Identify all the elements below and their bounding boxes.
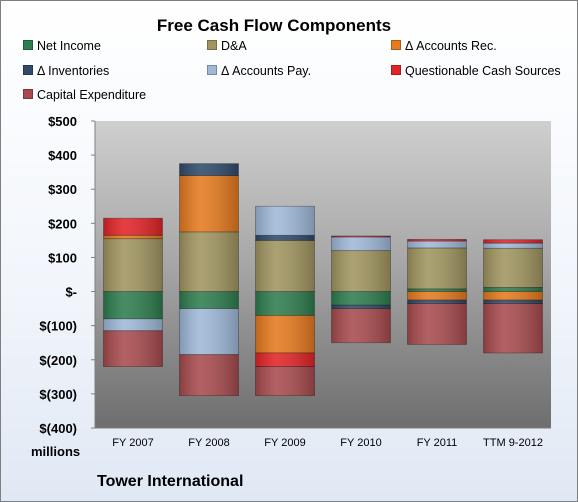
legend-item-inventories: Δ Inventories	[23, 64, 109, 78]
x-axis: FY 2007 FY 2008 FY 2009 FY 2010 FY 2011 TTM 9…	[95, 427, 551, 449]
legend-swatch	[207, 40, 217, 50]
bar-segment	[407, 247, 467, 290]
legend-label: Δ Accounts Pay.	[221, 64, 312, 78]
bar-segment	[103, 330, 163, 367]
bar-segment	[407, 238, 467, 242]
plot-area	[95, 121, 551, 428]
legend-label: Net Income	[37, 39, 101, 53]
legend-item-net-income: Net Income	[23, 39, 101, 53]
bar-segment	[255, 352, 315, 368]
bar-segment	[407, 299, 467, 304]
bar-stacks	[103, 163, 543, 396]
bar-segment	[255, 234, 315, 241]
legend-swatch	[391, 65, 401, 75]
legend-swatch	[207, 65, 217, 75]
bar-segment	[179, 163, 239, 176]
bar-segment	[103, 238, 163, 292]
y-tick-label: $400	[48, 148, 77, 163]
legend-item-accounts-rec: Δ Accounts Rec.	[391, 39, 497, 53]
bar-segment	[483, 303, 543, 354]
bar-segment	[483, 299, 543, 304]
bar-segment	[407, 303, 467, 345]
x-tick-label: FY 2011	[417, 437, 458, 449]
bar-segment	[483, 287, 543, 292]
bar-segment	[407, 288, 467, 292]
legend-swatch	[23, 40, 33, 50]
bar-segment	[179, 231, 239, 292]
legend-swatch	[23, 65, 33, 75]
bar-segment	[407, 291, 467, 301]
legend-label: Δ Inventories	[37, 64, 110, 78]
y-tick-label: $300	[48, 182, 77, 197]
y-tick-label: $100	[48, 250, 77, 265]
company-name: Tower International	[97, 473, 244, 490]
bar-segment	[331, 235, 391, 238]
bar-segment	[331, 250, 391, 292]
bar-segment	[255, 291, 315, 316]
bar-segment	[255, 366, 315, 396]
bar-segment	[179, 175, 239, 233]
legend-item-da: D&A	[207, 39, 247, 53]
y-tick-label: $(100)	[39, 319, 77, 334]
x-tick-label: TTM 9-2012	[483, 437, 543, 449]
bar-segment	[255, 205, 315, 236]
legend-item-capex: Capital Expenditure	[23, 88, 146, 102]
bar-segment	[103, 291, 163, 320]
bar-segment	[407, 240, 467, 249]
bar-segment	[483, 242, 543, 249]
x-tick-label: FY 2008	[188, 437, 229, 449]
bar-segment	[331, 236, 391, 252]
y-tick-label: $(200)	[39, 353, 77, 368]
legend-item-accounts-pay: Δ Accounts Pay.	[207, 64, 311, 78]
chart-title: Free Cash Flow Components	[156, 16, 392, 35]
legend-label: Δ Accounts Rec.	[405, 39, 497, 53]
legend-swatch	[23, 89, 33, 99]
y-axis: $500 $400 $300 $200 $100 $- $(100) $(200) $(300)…	[39, 114, 96, 436]
legend-label: D&A	[221, 39, 247, 53]
y-tick-label: $500	[48, 114, 77, 129]
x-tick-label: FY 2010	[340, 437, 381, 449]
bar-segment	[483, 291, 543, 301]
legend-item-questionable: Questionable Cash Sources	[391, 64, 561, 78]
y-tick-label: $200	[48, 216, 77, 231]
bar-segment	[179, 354, 239, 396]
bar-segment	[483, 239, 543, 244]
bar-segment	[331, 304, 391, 310]
bar-segment	[255, 315, 315, 354]
y-tick-label: $(400)	[39, 421, 77, 436]
bar-segment	[331, 291, 391, 306]
legend-label: Questionable Cash Sources	[405, 64, 561, 78]
bar-segment	[103, 234, 163, 240]
bar-segment	[103, 318, 163, 332]
x-tick-label: FY 2007	[112, 437, 153, 449]
legend-label: Capital Expenditure	[37, 88, 147, 102]
x-tick-label: FY 2009	[264, 437, 305, 449]
legend-swatch	[391, 40, 401, 50]
bar-segment	[255, 239, 315, 292]
bar-segment	[103, 217, 163, 236]
y-tick-label: $-	[65, 285, 77, 300]
bar-segment	[331, 308, 391, 344]
units-label: millions	[31, 444, 81, 459]
bar-segment	[483, 247, 543, 288]
bar-segment	[179, 291, 239, 310]
y-tick-label: $(300)	[39, 387, 77, 402]
bar-segment	[179, 308, 239, 356]
